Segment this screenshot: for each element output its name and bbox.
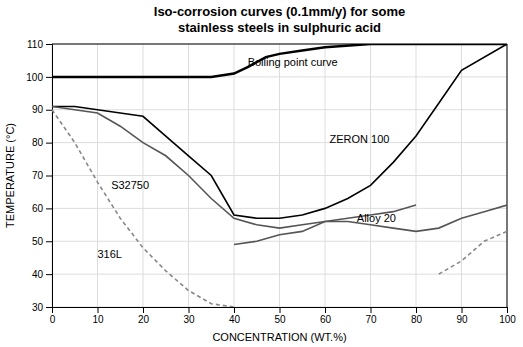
grid-line-y: [52, 142, 507, 143]
tick-label: 70: [32, 170, 44, 181]
tick-mark: [280, 307, 281, 313]
tick: 30: [183, 307, 195, 325]
grid-line-y: [52, 175, 507, 176]
annotation: Boiling point curve: [248, 56, 338, 68]
tick-mark: [46, 208, 52, 209]
series-line: [439, 231, 507, 274]
tick: 10: [92, 307, 104, 325]
tick-label: 90: [32, 104, 44, 115]
plot-area: [52, 44, 507, 307]
tick: 40: [32, 269, 52, 280]
annotation: S32750: [111, 179, 149, 191]
annotation: 316L: [98, 248, 122, 260]
tick-label: 30: [32, 302, 44, 313]
tick: 30: [32, 302, 52, 313]
tick-mark: [234, 307, 235, 313]
tick: 90: [32, 104, 52, 115]
tick-mark: [325, 307, 326, 313]
tick-mark: [98, 307, 99, 313]
tick-mark: [371, 307, 372, 313]
tick-label: 110: [27, 39, 43, 50]
tick: 50: [32, 236, 52, 247]
series-line: [52, 44, 507, 218]
tick-mark: [46, 176, 52, 177]
tick-label: 20: [138, 314, 150, 325]
tick-label: 70: [365, 314, 377, 325]
tick: 70: [32, 170, 52, 181]
tick-mark: [462, 307, 463, 313]
annotation: ZERON 100: [330, 133, 390, 145]
tick-label: 100: [26, 72, 43, 83]
tick-label: 40: [229, 314, 241, 325]
tick-mark: [46, 241, 52, 242]
grid-line-y: [52, 208, 507, 209]
tick-label: 0: [50, 314, 56, 325]
series-line: [234, 205, 507, 244]
y-axis-title: TEMPERATURE (°C): [4, 123, 16, 228]
tick-mark: [46, 110, 52, 111]
grid-line-x: [507, 44, 508, 307]
tick: 60: [320, 307, 332, 325]
tick-label: 80: [411, 314, 423, 325]
tick-label: 90: [456, 314, 468, 325]
grid-line-y: [52, 109, 507, 110]
tick: 60: [32, 203, 52, 214]
tick: 40: [229, 307, 241, 325]
annotation: Alloy 20: [357, 212, 396, 224]
tick: 0: [50, 307, 56, 325]
tick-mark: [46, 307, 52, 308]
tick: 20: [138, 307, 150, 325]
chart: 0 10 20 30 40 50 60 70 80 90 100 30 40 50 60 70 80 90 100 1…: [0, 0, 523, 347]
tick-mark: [46, 77, 52, 78]
tick-mark: [46, 44, 52, 45]
tick-label: 30: [183, 314, 195, 325]
x-axis-title: CONCENTRATION (WT.%): [212, 331, 346, 343]
tick-label: 50: [274, 314, 286, 325]
tick-label: 40: [32, 269, 44, 280]
axis-line: [53, 308, 508, 314]
y-axis: 30 40 50 60 70 80 90 100 110: [26, 39, 52, 313]
tick: 70: [365, 307, 377, 325]
title: Iso-corrosion curves (0.1mm/y) for somes…: [154, 4, 405, 35]
grid-line-y: [52, 241, 507, 242]
x-axis: 0 10 20 30 40 50 60 70 80 90 100: [50, 307, 517, 325]
series-line: [52, 106, 416, 228]
tick: 80: [32, 137, 52, 148]
tick-mark: [143, 307, 144, 313]
tick-label: 60: [32, 203, 44, 214]
tick: 100: [26, 72, 52, 83]
annotations: Boiling point curve ZERON 100 S32750 Alloy …: [98, 56, 396, 260]
axis-line: [46, 45, 53, 308]
tick-label: 80: [32, 137, 44, 148]
tick-mark: [46, 143, 52, 144]
grid: [52, 44, 507, 307]
tick-mark: [416, 307, 417, 313]
tick: 110: [27, 39, 52, 50]
tick-mark: [507, 307, 508, 313]
tick: 50: [274, 307, 286, 325]
series-line: [52, 44, 507, 77]
tick-label: 50: [32, 236, 44, 247]
tick-label: 60: [320, 314, 332, 325]
tick: 100: [499, 307, 516, 325]
series-line: [52, 110, 234, 307]
tick-label: 100: [499, 314, 516, 325]
tick-mark: [189, 307, 190, 313]
frame: [507, 44, 508, 307]
tick: 90: [456, 307, 468, 325]
tick-mark: [46, 274, 52, 275]
tick-label: 10: [92, 314, 104, 325]
tick: 80: [411, 307, 423, 325]
